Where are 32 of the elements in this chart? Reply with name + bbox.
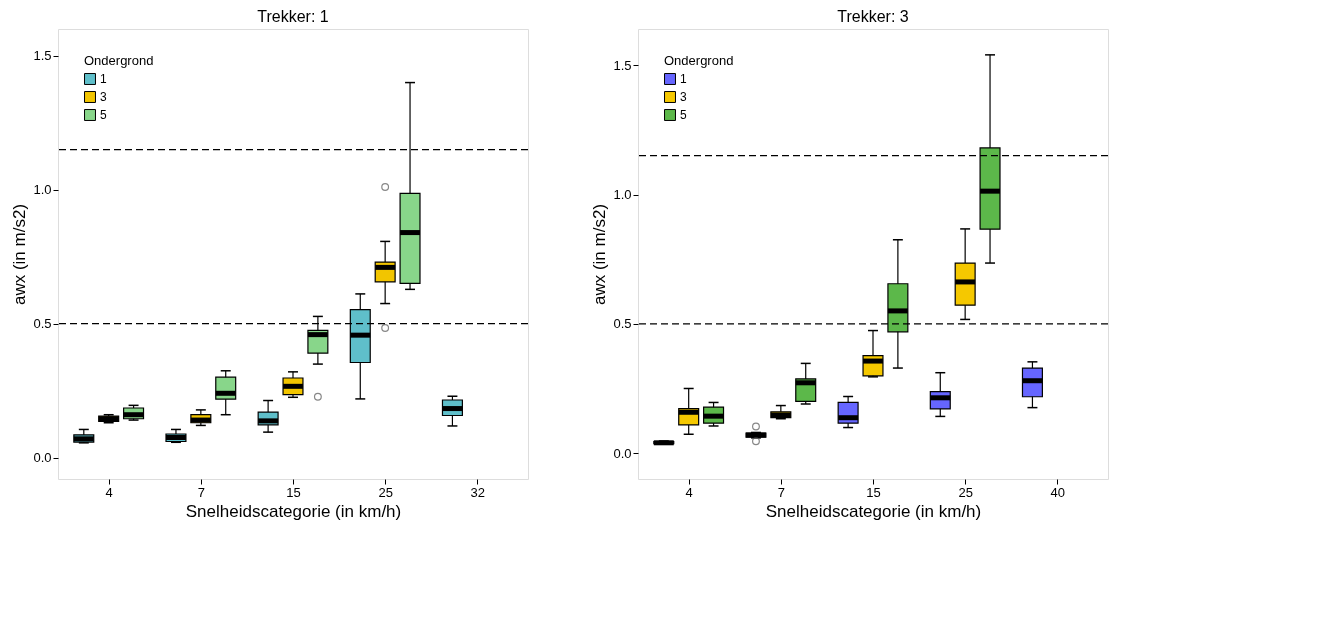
x-tick-label: 15: [286, 484, 301, 500]
x-tick-label: 4: [685, 484, 693, 500]
x-tick-label: 32: [470, 484, 486, 500]
y-tick-label: 1.5: [613, 57, 632, 73]
y-tick-label: 0.0: [613, 445, 632, 461]
legend-label: 3: [680, 90, 687, 104]
x-tick-label: 40: [1050, 484, 1066, 500]
x-tick-label: 7: [197, 484, 205, 500]
y-tick-label: 0.5: [33, 316, 52, 332]
legend-title: Ondergrond: [664, 53, 734, 68]
x-tick-label: 7: [777, 484, 785, 500]
legend-title: Ondergrond: [84, 53, 154, 68]
y-tick-label: 0.5: [613, 316, 632, 332]
legend-label: 5: [100, 108, 107, 122]
x-tick-label: 15: [866, 484, 881, 500]
x-tick-label: 25: [958, 484, 973, 500]
chart-title: Trekker: 1: [257, 8, 329, 25]
legend-label: 1: [680, 72, 687, 86]
x-axis-title: Snelheidscategorie (in km/h): [185, 501, 402, 521]
chart-title: Trekker: 3: [837, 8, 909, 25]
x-tick-label: 4: [105, 484, 113, 500]
y-tick-label: 1.0: [33, 182, 52, 198]
y-tick-label: 1.5: [33, 48, 52, 64]
x-axis-title: Snelheidscategorie (in km/h): [765, 501, 982, 521]
y-tick-label: 1.0: [613, 187, 632, 203]
y-tick-label: 0.0: [33, 450, 52, 466]
legend-label: 5: [680, 108, 687, 122]
y-axis-title: awx (in m/s2): [10, 203, 30, 306]
x-tick-label: 25: [378, 484, 393, 500]
legend-label: 1: [100, 72, 107, 86]
legend-label: 3: [100, 90, 107, 104]
y-axis-title: awx (in m/s2): [590, 203, 610, 306]
